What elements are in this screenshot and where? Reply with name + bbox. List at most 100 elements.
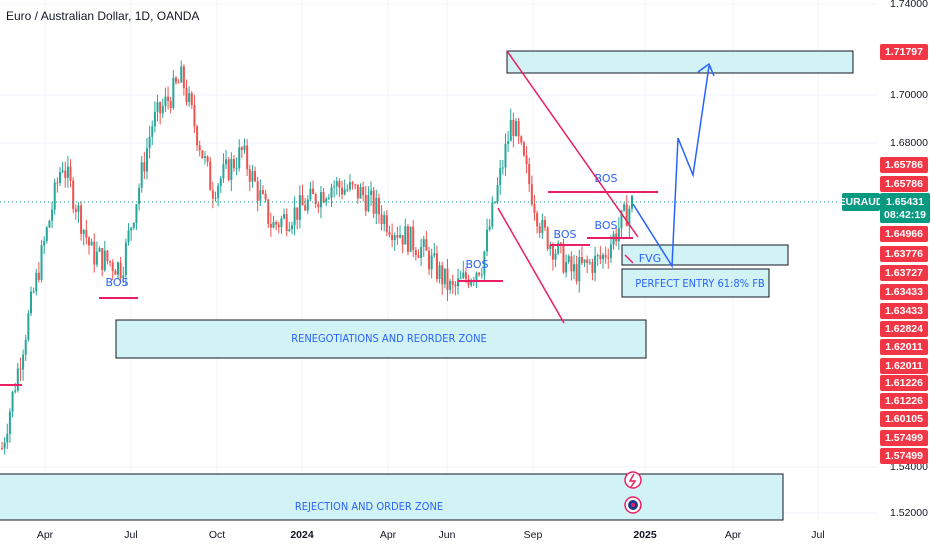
candle-body xyxy=(56,182,59,184)
candle-body xyxy=(169,101,172,108)
candle-body xyxy=(167,96,170,102)
candle-body xyxy=(325,198,328,203)
candle-body xyxy=(8,411,11,434)
candle-body xyxy=(227,159,230,180)
candle-body xyxy=(151,126,154,137)
candle-body xyxy=(399,235,402,238)
price-tag-label: 1.62011 xyxy=(885,360,923,372)
candle-body xyxy=(230,159,233,180)
candle-body xyxy=(338,181,341,188)
candle-body xyxy=(177,82,180,84)
candle-body xyxy=(180,66,183,83)
candle-body xyxy=(370,190,373,196)
candle-body xyxy=(111,262,114,271)
candle-body xyxy=(588,262,591,264)
candle-body xyxy=(64,170,67,178)
y-tick-label: 1.74000 xyxy=(890,0,928,10)
candle-body xyxy=(317,204,320,208)
candle-body xyxy=(457,278,460,287)
x-tick-label: 2024 xyxy=(290,529,314,541)
y-tick-label: 1.70000 xyxy=(890,89,928,101)
trend-line xyxy=(624,254,634,264)
candle-body xyxy=(483,251,486,275)
candle-body xyxy=(454,284,457,287)
candle-body xyxy=(396,235,399,238)
candle-body xyxy=(528,164,531,185)
candle-body xyxy=(486,229,489,252)
candle-body xyxy=(185,88,188,103)
candle-body xyxy=(480,274,483,276)
candle-body xyxy=(330,187,333,198)
candle-body xyxy=(103,250,106,271)
projection-path xyxy=(632,65,710,269)
candle-body xyxy=(261,190,264,194)
candle-body xyxy=(570,256,573,272)
candle-body xyxy=(143,162,146,172)
candle-body xyxy=(314,194,317,205)
price-tag xyxy=(880,393,928,409)
candle-body xyxy=(116,262,119,275)
candle-body xyxy=(515,121,518,137)
x-tick-label: Oct xyxy=(209,529,225,541)
x-tick-label: Apr xyxy=(37,529,54,541)
candle-body xyxy=(422,239,425,247)
candle-body xyxy=(27,313,30,340)
projection-arrowhead xyxy=(697,62,715,77)
candle-body xyxy=(362,187,365,196)
price-tag-label: 1.63433 xyxy=(885,286,923,298)
candle-body xyxy=(520,136,523,143)
candle-body xyxy=(462,272,465,278)
candle-body xyxy=(251,171,254,182)
candle-body xyxy=(562,243,565,273)
annotations: BOS BOS BOS BOS BOS FVG xyxy=(0,50,715,386)
candle-body xyxy=(404,226,407,245)
candle-body xyxy=(161,106,164,114)
x-tick-label: Apr xyxy=(380,529,397,541)
candle-body xyxy=(127,230,130,243)
candle-body xyxy=(375,197,378,214)
candle-body xyxy=(248,169,251,182)
candle-body xyxy=(16,368,19,391)
candle-body xyxy=(380,214,383,225)
candle-body xyxy=(40,245,43,280)
candle-body xyxy=(135,204,138,223)
candle-body xyxy=(238,147,241,169)
candle-body xyxy=(290,225,293,230)
candle-body xyxy=(37,272,40,280)
candle-body xyxy=(264,193,267,200)
right-price-axis: 1.740001.700001.680001.540001.520001.717… xyxy=(839,0,932,550)
candle-body xyxy=(190,93,193,106)
zone-label: PERFECT ENTRY 61:8% FB xyxy=(635,277,765,290)
candle-body xyxy=(306,199,309,211)
candle-body xyxy=(536,213,539,227)
candle-body xyxy=(617,228,620,242)
candle-body xyxy=(132,222,135,228)
candle-body xyxy=(267,199,270,224)
candle-body xyxy=(148,136,151,149)
candle-body xyxy=(546,227,549,250)
candle-body xyxy=(296,207,299,220)
candle-body xyxy=(428,250,431,270)
candle-body xyxy=(509,119,512,142)
candle-body xyxy=(285,214,288,231)
candle-body xyxy=(478,272,481,275)
candle-body xyxy=(48,220,51,228)
candle-body xyxy=(559,242,562,244)
candle-body xyxy=(45,227,48,241)
x-tick-label: Jul xyxy=(811,529,824,541)
candle-body xyxy=(409,226,412,252)
candle-body xyxy=(541,220,544,233)
price-tag xyxy=(880,226,928,242)
candle-body xyxy=(530,184,533,205)
candle-body xyxy=(591,262,594,273)
candle-body xyxy=(412,226,415,251)
candle-body xyxy=(182,66,185,89)
price-tag xyxy=(880,358,928,374)
candle-body xyxy=(499,168,502,185)
countdown-label: 08:42:19 xyxy=(884,209,926,221)
candle-body xyxy=(522,142,525,156)
bottom-time-axis: Apr Jul Oct 2024 Apr Jun Sep 2025 Apr Jul xyxy=(0,522,932,550)
candle-body xyxy=(607,257,610,259)
candle-body xyxy=(74,209,77,212)
